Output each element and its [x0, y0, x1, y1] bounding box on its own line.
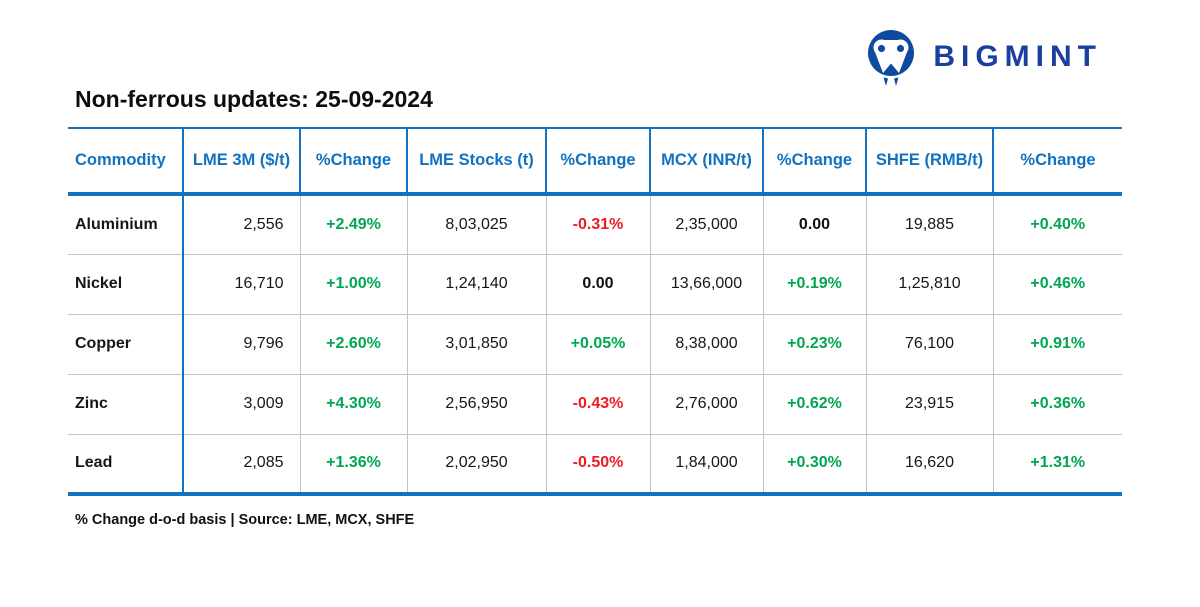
table-row: Nickel 16,710 +1.00% 1,24,140 0.00 13,66,000 +…: [68, 253, 1122, 314]
table-row: Copper 9,796 +2.60% 3,01,850 +0.05% 8,38,000 +…: [68, 313, 1122, 374]
commodity-cell: Zinc: [68, 373, 183, 434]
bigmint-logo: BIGMINT: [865, 28, 1102, 86]
column-header-lme_3m: LME 3M ($/t): [182, 128, 300, 194]
change-cell: +0.23%: [762, 313, 866, 374]
header-row: Commodity LME 3M ($/t) %Change LME Stocks (…: [68, 128, 1122, 194]
shfe-cell: 19,885: [865, 194, 993, 254]
lme_3m-cell: 3,009: [182, 373, 300, 434]
change-cell: +0.40%: [992, 194, 1122, 254]
column-header-lme_stocks: LME Stocks (t): [406, 128, 546, 194]
lme_3m-cell: 16,710: [182, 253, 300, 314]
lme_stocks-cell: 1,24,140: [406, 253, 546, 314]
change-cell: +2.49%: [299, 194, 407, 254]
mcx-cell: 13,66,000: [649, 253, 763, 314]
lme_stocks-cell: 2,02,950: [406, 433, 546, 494]
change-cell: +1.31%: [992, 433, 1122, 494]
lme_stocks-cell: 3,01,850: [406, 313, 546, 374]
table-row: Aluminium 2,556 +2.49% 8,03,025 -0.31% 2,35,0…: [68, 194, 1122, 254]
change-cell: +0.91%: [992, 313, 1122, 374]
mcx-cell: 8,38,000: [649, 313, 763, 374]
change-cell: +4.30%: [299, 373, 407, 434]
lme_3m-cell: 9,796: [182, 313, 300, 374]
change-cell: -0.43%: [545, 373, 650, 434]
change-cell: +1.00%: [299, 253, 407, 314]
mcx-cell: 2,35,000: [649, 194, 763, 254]
shfe-cell: 23,915: [865, 373, 993, 434]
commodity-cell: Lead: [68, 433, 183, 494]
lme_stocks-cell: 2,56,950: [406, 373, 546, 434]
change-cell: +1.36%: [299, 433, 407, 494]
change-cell: +0.36%: [992, 373, 1122, 434]
column-header-mcx: MCX (INR/t): [649, 128, 763, 194]
lme_3m-cell: 2,085: [182, 433, 300, 494]
change-cell: 0.00: [762, 194, 866, 254]
change-cell: +0.46%: [992, 253, 1122, 314]
commodity-cell: Aluminium: [75, 215, 158, 233]
change-cell: -0.50%: [545, 433, 650, 494]
shfe-cell: 16,620: [865, 433, 993, 494]
source-footnote: % Change d-o-d basis | Source: LME, MCX,…: [75, 512, 415, 528]
change-cell: +0.30%: [762, 433, 866, 494]
table-row: Zinc 3,009 +4.30% 2,56,950 -0.43% 2,76,000 +0.…: [68, 373, 1122, 434]
column-header-shfe_change: %Change: [992, 128, 1122, 194]
commodity-table: Commodity LME 3M ($/t) %Change LME Stocks (…: [68, 127, 1122, 496]
bigmint-elephant-icon: [868, 30, 915, 86]
column-header-mcx_change: %Change: [762, 128, 866, 194]
column-header-lme_stocks_change: %Change: [545, 128, 650, 194]
column-header-lme_3m_change: %Change: [299, 128, 407, 194]
column-header-shfe: SHFE (RMB/t): [865, 128, 993, 194]
change-cell: +0.05%: [545, 313, 650, 374]
mcx-cell: 2,76,000: [649, 373, 763, 434]
commodity-cell: Nickel: [68, 253, 183, 314]
commodity-table-body: Aluminium 2,556 +2.49% 8,03,025 -0.31% 2,35,0…: [68, 194, 1122, 494]
change-cell: 0.00: [545, 253, 650, 314]
commodity-cell: Copper: [68, 313, 183, 374]
column-header-commodity: Commodity: [75, 151, 166, 169]
mcx-cell: 1,84,000: [649, 433, 763, 494]
change-cell: +0.62%: [762, 373, 866, 434]
page-title: Non-ferrous updates: 25-09-2024: [75, 86, 433, 112]
lme_3m-cell: 2,556: [182, 194, 300, 254]
shfe-cell: 76,100: [865, 313, 993, 374]
table-row: Lead 2,085 +1.36% 2,02,950 -0.50% 1,84,000 +0.…: [68, 433, 1122, 494]
brand-name: BIGMINT: [933, 40, 1102, 73]
change-cell: +2.60%: [299, 313, 407, 374]
change-cell: +0.19%: [762, 253, 866, 314]
change-cell: -0.31%: [545, 194, 650, 254]
shfe-cell: 1,25,810: [865, 253, 993, 314]
lme_stocks-cell: 8,03,025: [406, 194, 546, 254]
